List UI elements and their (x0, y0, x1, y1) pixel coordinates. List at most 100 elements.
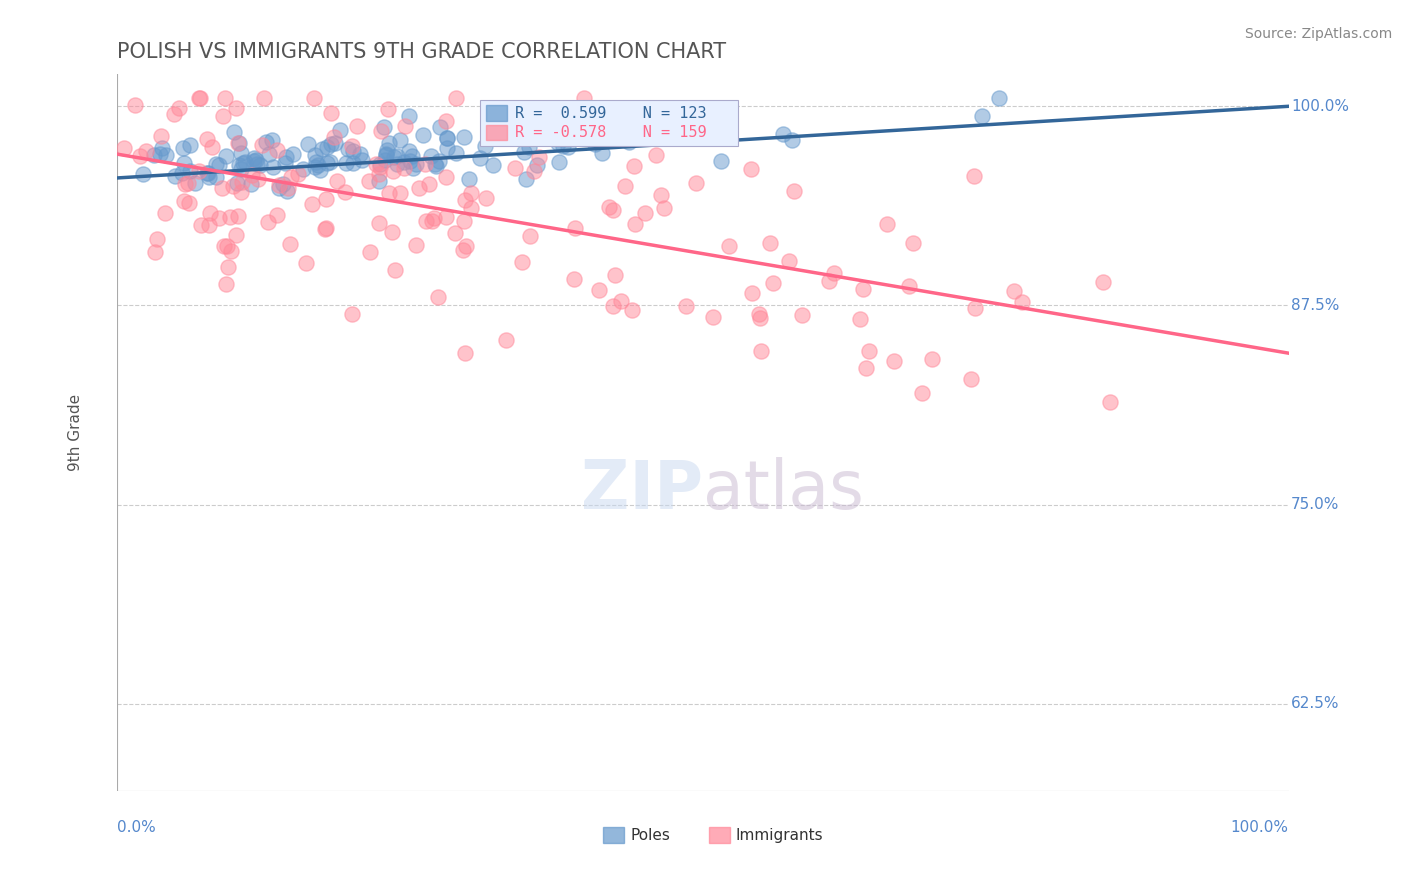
Point (350, 153, 373, 168)
Point (163, 107, 186, 121)
Point (167, 101, 190, 115)
Point (772, 127, 794, 141)
Point (418, 177, 440, 191)
Point (610, 294, 633, 309)
Point (262, 132, 284, 146)
Point (517, 140, 540, 154)
Point (392, 154, 415, 169)
Point (239, 177, 262, 191)
Point (780, 133, 803, 147)
Point (515, 172, 537, 186)
Point (429, 120, 451, 135)
Point (460, 186, 482, 201)
Point (962, 169, 984, 184)
Text: atlas: atlas (703, 458, 863, 524)
Point (762, 277, 785, 291)
Point (603, 132, 626, 146)
Point (749, 344, 772, 359)
Point (266, 208, 288, 222)
Point (274, 156, 297, 170)
Point (626, 127, 648, 141)
Text: 100.0%: 100.0% (1291, 99, 1348, 114)
Point (143, 245, 166, 260)
Point (650, 188, 672, 202)
Point (434, 210, 457, 224)
Point (540, 124, 562, 138)
Point (254, 135, 277, 149)
Point (219, 244, 242, 258)
Point (291, 161, 314, 176)
Point (460, 202, 482, 216)
Point (454, 193, 477, 207)
Point (402, 161, 425, 175)
Text: 62.5%: 62.5% (1291, 696, 1340, 711)
Point (526, 158, 548, 172)
Point (529, 128, 551, 143)
Point (394, 120, 416, 134)
FancyBboxPatch shape (479, 100, 738, 146)
Point (257, 215, 280, 229)
Point (212, 109, 235, 123)
Point (225, 101, 247, 115)
Point (748, 311, 770, 326)
Point (242, 153, 264, 168)
Point (226, 209, 249, 223)
Point (314, 221, 336, 235)
Point (218, 260, 240, 275)
Point (486, 120, 509, 135)
Point (231, 186, 253, 200)
Point (368, 157, 391, 171)
Point (883, 353, 905, 368)
Point (876, 217, 898, 231)
Point (710, 154, 733, 169)
Point (231, 146, 253, 161)
Point (398, 109, 420, 123)
Point (269, 178, 291, 192)
Point (215, 149, 238, 163)
Point (304, 160, 326, 174)
Point (420, 214, 443, 228)
Point (717, 238, 740, 252)
Point (434, 169, 457, 184)
Point (1002, 284, 1025, 298)
Bar (486, 125, 508, 140)
Point (179, 196, 201, 211)
Point (602, 299, 624, 313)
Point (205, 157, 228, 171)
Point (315, 221, 337, 235)
Point (319, 155, 342, 169)
Point (503, 161, 526, 176)
Text: R =  0.599    N = 123: R = 0.599 N = 123 (515, 105, 707, 120)
Point (207, 211, 229, 225)
Point (436, 131, 458, 145)
Point (377, 186, 399, 200)
Point (152, 141, 174, 155)
Point (165, 169, 187, 183)
Point (226, 136, 249, 151)
Point (373, 120, 395, 134)
Point (778, 254, 800, 268)
Point (297, 136, 319, 151)
Point (960, 372, 983, 386)
Point (370, 124, 392, 138)
Point (245, 153, 267, 167)
Point (453, 130, 475, 145)
Point (740, 161, 762, 176)
Point (741, 285, 763, 300)
Point (401, 149, 423, 163)
Point (323, 136, 346, 150)
Point (215, 277, 238, 291)
Point (188, 91, 211, 105)
Point (454, 345, 477, 359)
Point (426, 290, 449, 304)
Point (848, 311, 870, 326)
Point (382, 164, 405, 178)
Point (468, 151, 491, 165)
Point (652, 201, 675, 215)
Point (748, 308, 770, 322)
Text: POLISH VS IMMIGRANTS 9TH GRADE CORRELATION CHART: POLISH VS IMMIGRANTS 9TH GRADE CORRELATI… (117, 42, 725, 62)
Point (304, 91, 326, 105)
Point (987, 91, 1010, 105)
Point (389, 186, 412, 200)
Point (495, 333, 517, 347)
